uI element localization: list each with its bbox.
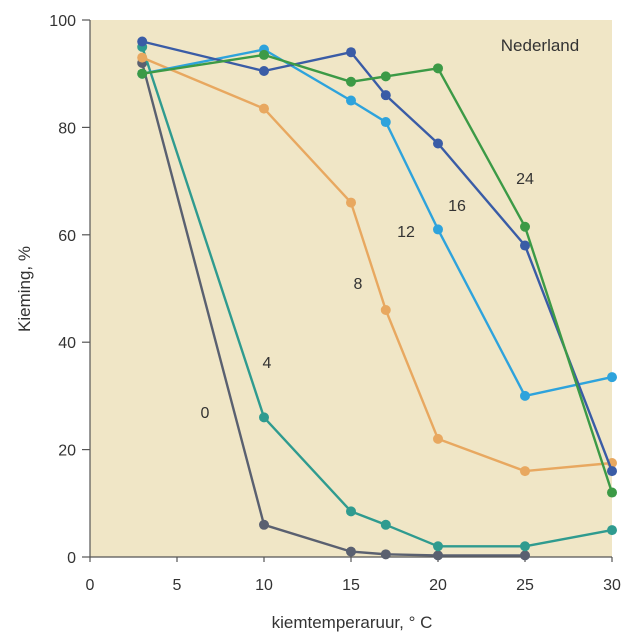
data-point-4 [520,541,530,552]
data-point-4 [259,412,269,423]
data-point-8 [380,304,391,315]
y-ticks: 0 20 40 60 80 100 [49,13,90,567]
data-point-8 [137,52,148,63]
series-layer [137,36,617,561]
y-axis-title: Kieming, % [15,246,34,332]
region-annotation: Nederland [501,36,579,55]
data-point-4 [607,525,617,536]
y-tick-label: 20 [58,443,76,460]
data-point-24 [520,221,530,232]
x-tick-label: 15 [342,577,360,594]
x-tick-label: 10 [255,577,273,594]
data-point-24 [259,49,269,60]
series-label-4: 4 [263,355,272,372]
x-ticks: 0 5 10 15 20 25 30 [86,557,621,594]
series-label-12: 12 [397,224,415,241]
series-labels: 0 4 8 12 16 24 [201,171,534,422]
data-point-8 [346,197,356,208]
data-point-4 [433,541,443,552]
data-point-8 [520,466,530,477]
series-0 [137,57,530,561]
data-point-4 [380,519,391,530]
y-tick-label: 60 [58,228,76,245]
data-point-16 [259,66,269,77]
data-point-16 [346,47,356,58]
y-tick-label: 0 [67,550,76,567]
series-8 [137,52,617,477]
data-point-8 [259,103,269,114]
series-label-8: 8 [354,276,363,293]
x-tick-label: 0 [86,577,95,594]
series-label-24: 24 [516,171,534,188]
data-point-24 [433,63,443,74]
series-label-0: 0 [201,405,210,422]
data-point-0 [346,546,356,557]
data-point-12 [607,372,617,383]
x-tick-label: 25 [516,577,534,594]
series-16 [137,36,617,477]
x-axis-title: kiemtemperaruur, ° C [272,613,433,632]
data-point-4 [346,506,356,517]
data-point-12 [346,95,356,106]
data-point-24 [137,68,148,79]
y-tick-label: 80 [58,120,76,137]
data-point-0 [380,549,391,560]
data-point-16 [380,90,391,101]
data-point-24 [607,487,617,498]
x-tick-label: 5 [173,577,182,594]
data-point-12 [520,390,530,401]
x-tick-label: 30 [603,577,621,594]
series-line-0 [141,62,525,557]
data-point-16 [607,466,617,477]
data-point-24 [380,71,391,82]
data-point-0 [433,550,443,561]
data-point-24 [346,76,356,87]
data-point-0 [520,550,530,561]
series-label-16: 16 [448,198,466,215]
series-24 [137,49,617,498]
y-tick-label: 100 [49,13,76,30]
data-point-16 [137,36,148,47]
data-point-8 [433,433,443,444]
y-tick-label: 40 [58,335,76,352]
data-point-16 [520,240,530,251]
x-tick-label: 20 [429,577,447,594]
data-point-12 [433,224,443,235]
data-point-16 [433,138,443,149]
data-point-0 [259,519,269,530]
data-point-12 [380,117,391,128]
